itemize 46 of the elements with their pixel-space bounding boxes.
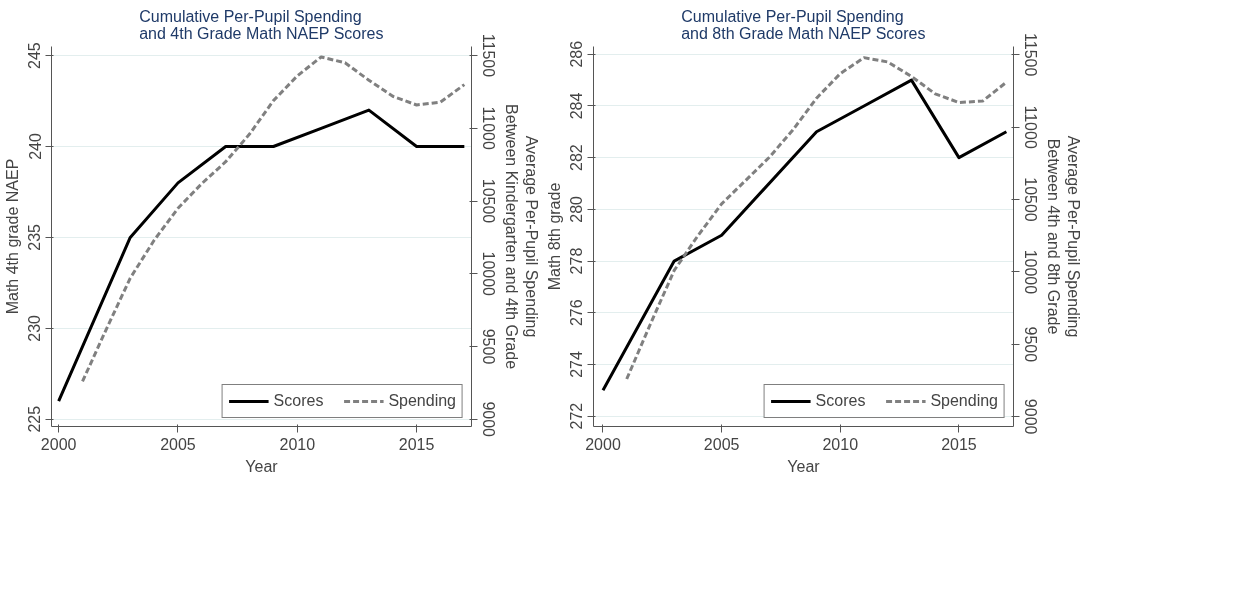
- x-tick-label: 2010: [279, 435, 316, 453]
- legend-label: Spending: [930, 392, 998, 410]
- y-tick-label: 284: [568, 92, 586, 120]
- x-axis-title: Year: [245, 457, 279, 475]
- legend-label: Spending: [388, 392, 456, 410]
- x-axis-title: Year: [787, 457, 821, 475]
- x-tick-label: 2005: [703, 435, 740, 453]
- x-tick-label: 2015: [941, 435, 977, 453]
- y-axis-title: Math 4th grade NAEP: [3, 158, 21, 315]
- y2-tick-label: 9500: [1021, 326, 1039, 363]
- y2-tick-label: 9000: [479, 401, 497, 438]
- x-tick-label: 2000: [40, 435, 77, 453]
- y2-tick-label: 9000: [1021, 398, 1039, 435]
- y-tick-label: 225: [26, 405, 44, 433]
- y2-tick-label: 10500: [1021, 177, 1039, 222]
- y-tick-label: 235: [26, 223, 44, 251]
- y-tick-label: 274: [568, 351, 586, 378]
- y-tick-label: 245: [26, 42, 44, 69]
- y2-tick-label: 10000: [479, 251, 497, 297]
- y-tick-label: 282: [568, 144, 586, 171]
- x-tick-label: 2000: [585, 435, 621, 453]
- y-tick-label: 230: [26, 314, 44, 342]
- y-tick-label: 272: [568, 402, 586, 430]
- x-tick-label: 2015: [398, 435, 435, 453]
- legend-label: Scores: [273, 392, 324, 410]
- y2-tick-label: 11000: [1021, 105, 1039, 149]
- y2-tick-label: 11500: [479, 33, 497, 78]
- y-tick-label: 286: [568, 40, 586, 68]
- y-tick-label: 280: [568, 195, 586, 223]
- y-tick-label: 278: [568, 247, 586, 275]
- x-tick-label: 2010: [822, 435, 859, 453]
- y-axis-title: Math 8th grade: [545, 182, 563, 291]
- y2-axis-title: Average Per-Pupil Spending Between Kindergarten and 4th Grade: [502, 103, 540, 370]
- line-series: [81, 55, 466, 383]
- legend-label: Scores: [815, 392, 866, 410]
- y2-axis-title: Average Per-Pupil Spending Between 4th and 8th Grade: [1044, 135, 1082, 338]
- chart-title: Cumulative Per-Pupil Spending and 8th Grade Math NAEP Scores: [681, 7, 926, 42]
- chart-title: Cumulative Per-Pupil Spending and 4th Grade Math NAEP Scores: [139, 7, 384, 42]
- y2-tick-label: 11000: [479, 106, 497, 151]
- y-tick-label: 276: [568, 299, 586, 327]
- y2-tick-label: 10500: [479, 178, 497, 224]
- y-tick-label: 240: [26, 133, 44, 160]
- y2-tick-label: 9500: [479, 328, 497, 365]
- x-tick-label: 2005: [160, 435, 196, 453]
- y2-tick-label: 10000: [1021, 249, 1039, 295]
- y2-tick-label: 11500: [1021, 33, 1039, 77]
